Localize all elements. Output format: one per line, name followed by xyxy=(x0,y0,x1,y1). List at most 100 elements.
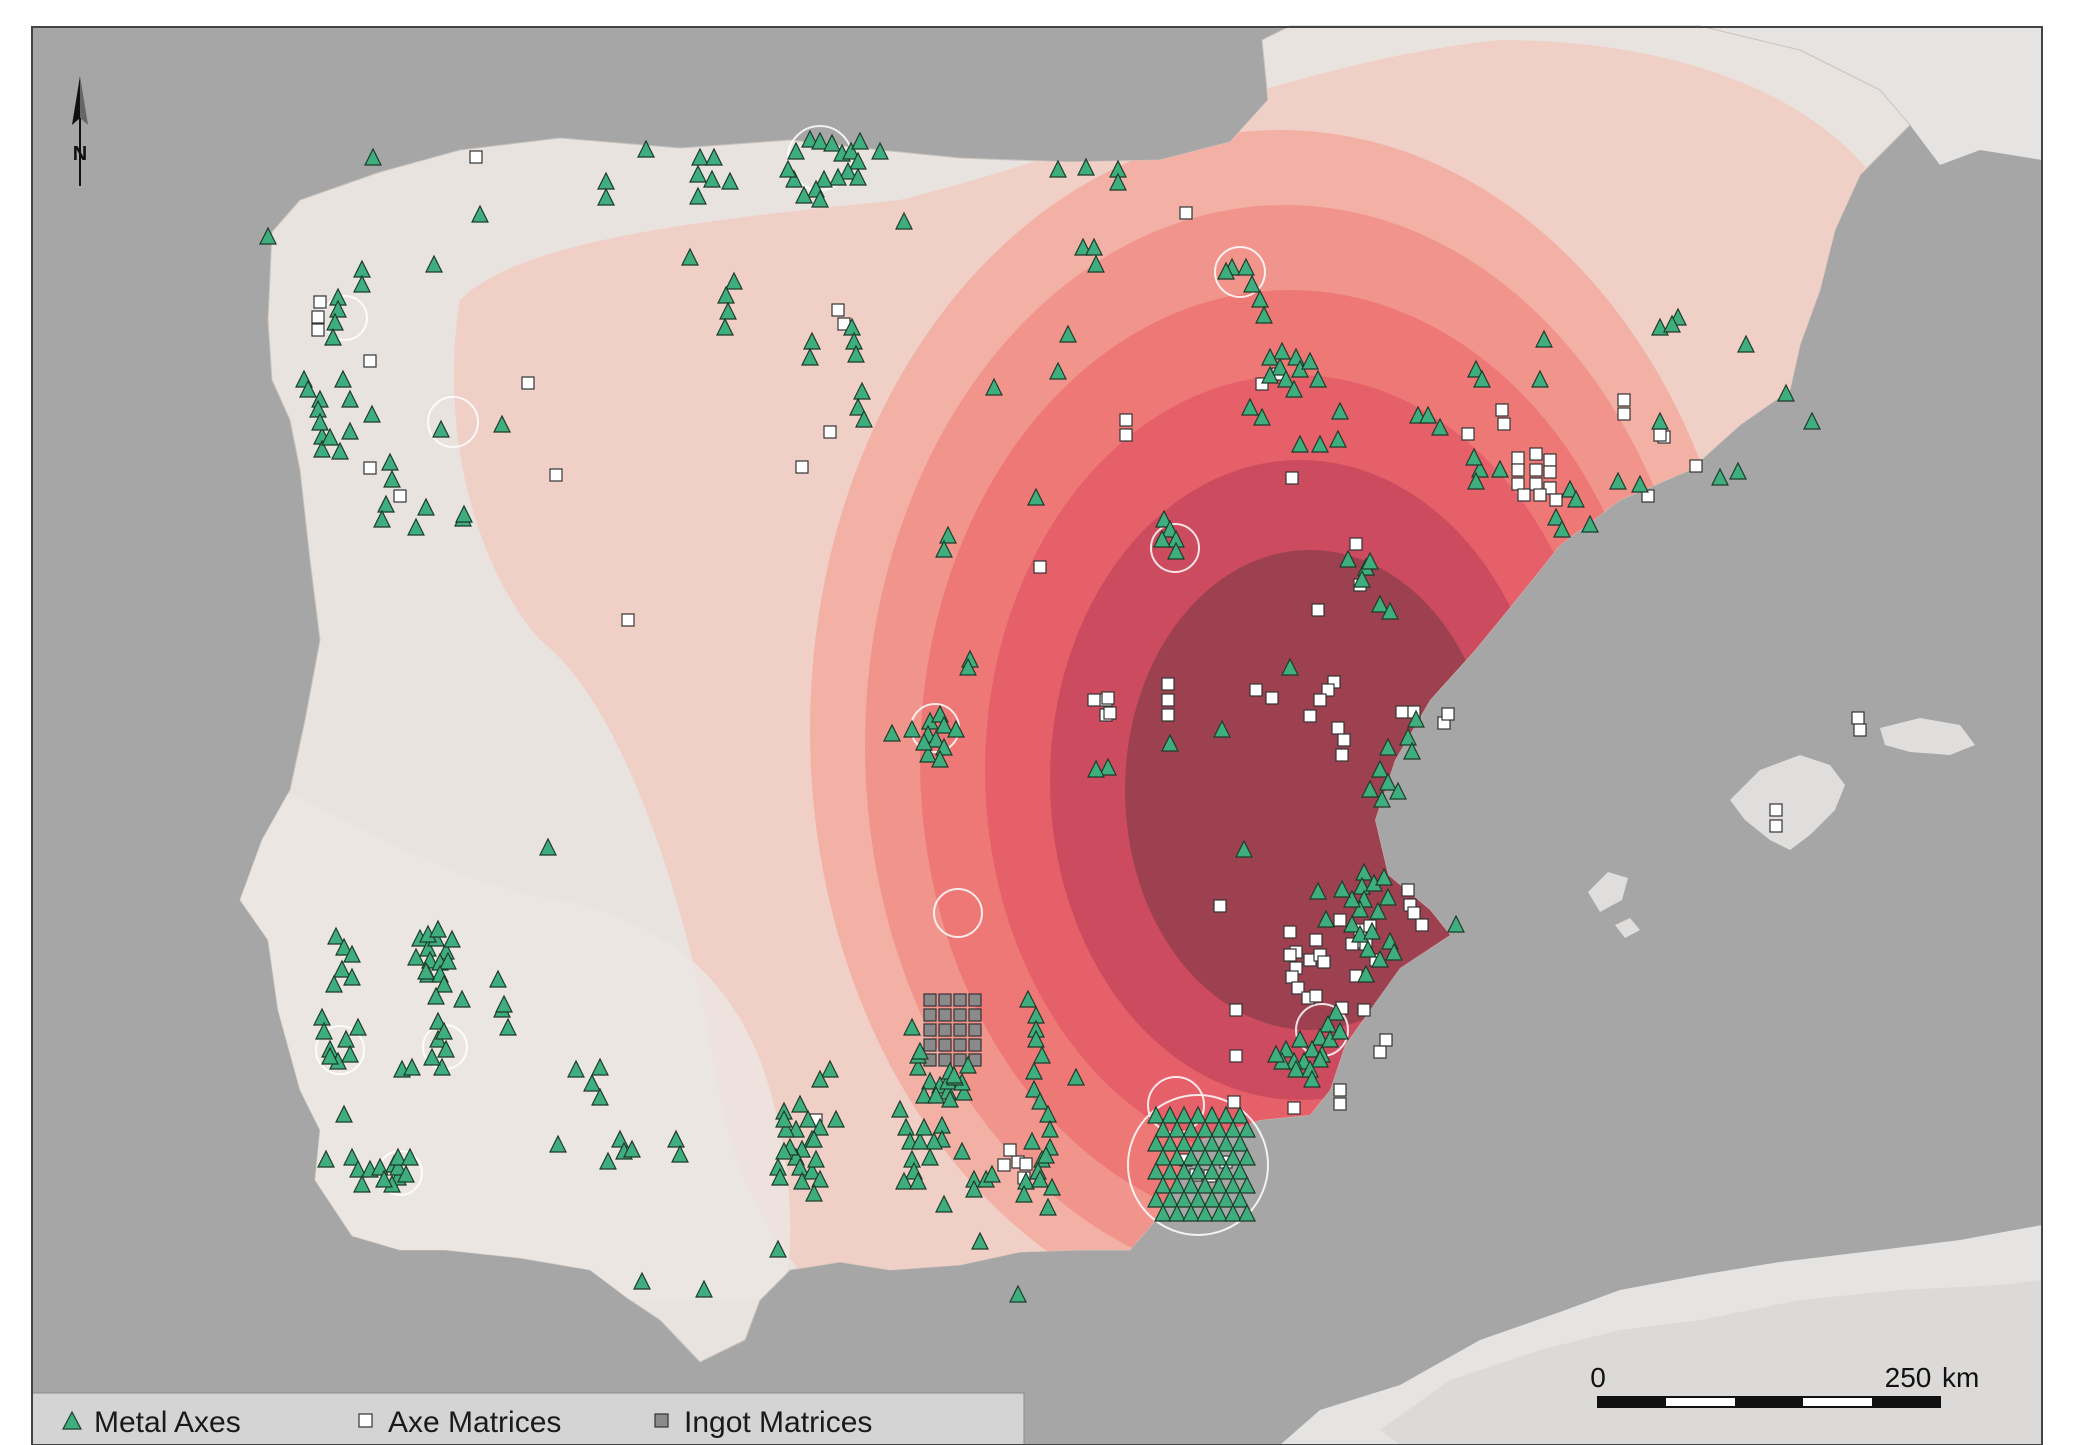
metal-axe-marker xyxy=(815,169,833,188)
metal-axe-marker xyxy=(689,186,707,205)
metal-axe-marker xyxy=(1343,889,1361,908)
axe-matrix-marker xyxy=(469,150,483,164)
metal-axe-marker xyxy=(811,1069,829,1088)
metal-axe-marker xyxy=(499,1017,517,1036)
metal-axe-marker xyxy=(389,1147,407,1166)
metal-axe-marker xyxy=(695,1279,713,1298)
metal-axe-marker xyxy=(337,1029,355,1048)
metal-axe-marker xyxy=(1023,1131,1041,1150)
axe-matrix-marker xyxy=(1003,1143,1017,1157)
metal-axe-marker xyxy=(321,427,339,446)
metal-axe-marker xyxy=(315,1021,333,1040)
metal-axe-marker xyxy=(1399,727,1417,746)
ingot-matrix-marker xyxy=(953,993,967,1007)
metal-axe-marker xyxy=(1175,1161,1193,1180)
metal-axe-marker xyxy=(1189,1161,1207,1180)
metal-axe-marker xyxy=(1182,1147,1200,1166)
map-frame xyxy=(31,26,2043,1445)
metal-axe-marker xyxy=(637,139,655,158)
legend: Metal Axes Axe Matrices Ingot Matrices xyxy=(31,1392,1025,1445)
metal-axe-marker xyxy=(1161,1105,1179,1124)
axe-matrix-marker xyxy=(1529,447,1543,461)
metal-axe-marker xyxy=(1491,459,1509,478)
metal-axe-marker xyxy=(915,1085,933,1104)
metal-axe-marker xyxy=(935,1194,953,1213)
metal-axe-marker xyxy=(453,989,471,1008)
formentera-island xyxy=(1615,918,1640,938)
metal-axe-marker xyxy=(775,1141,793,1160)
metal-axe-marker xyxy=(1210,1175,1228,1194)
metal-axe-marker xyxy=(435,974,453,993)
metal-axe-marker xyxy=(341,1044,359,1063)
axe-matrix-marker xyxy=(1317,955,1331,969)
axe-matrix-marker xyxy=(1285,970,1299,984)
metal-axe-marker xyxy=(785,169,803,188)
axe-matrix-marker xyxy=(1311,603,1325,617)
metal-axe-marker xyxy=(1067,1067,1085,1086)
metal-axe-marker xyxy=(633,1271,651,1290)
metal-axe-marker xyxy=(417,961,435,980)
metal-axe-marker xyxy=(567,1059,585,1078)
axe-matrices-legend-symbol xyxy=(358,1413,373,1428)
metal-axe-marker xyxy=(1025,1079,1043,1098)
axe-matrix-marker xyxy=(1769,803,1783,817)
metal-axe-marker xyxy=(1161,1189,1179,1208)
metal-axe-marker xyxy=(1357,964,1375,983)
metal-axe-marker xyxy=(343,944,361,963)
ingot-matrix-marker xyxy=(953,1038,967,1052)
metal-axe-marker xyxy=(1203,1105,1221,1124)
metal-axe-marker xyxy=(437,1039,455,1058)
metal-axe-marker xyxy=(1238,1147,1256,1166)
axe-matrix-marker xyxy=(1283,948,1297,962)
metal-axe-marker xyxy=(1331,401,1349,420)
metal-axe-marker xyxy=(1231,1161,1249,1180)
axe-matrix-marker xyxy=(1511,477,1525,491)
metal-axe-marker xyxy=(349,1017,367,1036)
metal-axe-marker xyxy=(1085,237,1103,256)
metal-axe-marker xyxy=(805,1129,823,1148)
metal-axe-marker xyxy=(493,414,511,433)
metal-axe-marker xyxy=(897,1117,915,1136)
axe-matrix-marker xyxy=(1265,691,1279,705)
metal-axe-marker xyxy=(1168,1203,1186,1222)
axe-matrix-marker xyxy=(1161,693,1175,707)
north-arrow-icon xyxy=(72,76,80,125)
metal-axe-marker xyxy=(1371,949,1389,968)
metal-axe-marker xyxy=(821,1059,839,1078)
axe-matrix-marker xyxy=(1321,683,1335,697)
scale-segment-5 xyxy=(1872,1397,1940,1407)
metal-axe-marker xyxy=(959,1055,977,1074)
axe-matrix-marker xyxy=(1533,488,1547,502)
metal-axe-marker xyxy=(935,715,953,734)
metal-axe-marker xyxy=(1031,1091,1049,1110)
metal-axe-marker xyxy=(427,986,445,1005)
axe-matrix-marker xyxy=(1543,453,1557,467)
metal-axe-marker xyxy=(397,1164,415,1183)
metal-axe-marker xyxy=(791,1094,809,1113)
metal-axe-marker xyxy=(1567,489,1585,508)
metal-axe-marker xyxy=(623,1139,641,1158)
metal-axe-marker xyxy=(1737,334,1755,353)
metal-axe-marker xyxy=(1287,1059,1305,1078)
axe-matrix-marker xyxy=(1497,417,1511,431)
metal-axe-marker xyxy=(1189,1133,1207,1152)
metal-axe-marker xyxy=(325,974,343,993)
metal-axe-marker xyxy=(331,441,349,460)
metal-axe-marker xyxy=(779,159,797,178)
metal-axe-marker xyxy=(1729,461,1747,480)
axe-matrix-marker xyxy=(1853,723,1867,737)
metal-axe-marker xyxy=(1609,471,1627,490)
metal-axe-marker xyxy=(719,301,737,320)
axe-matrix-marker xyxy=(549,468,563,482)
metal-axe-marker xyxy=(1196,1203,1214,1222)
metal-axe-marker xyxy=(1015,1184,1033,1203)
metal-axe-marker xyxy=(403,1057,421,1076)
metal-axe-marker xyxy=(333,959,351,978)
metal-axe-marker xyxy=(591,1087,609,1106)
metal-axe-marker xyxy=(341,389,359,408)
ibiza-island xyxy=(1588,872,1628,912)
metal-axe-marker xyxy=(1327,1002,1345,1021)
metal-axe-marker xyxy=(803,331,821,350)
ingot-matrix-marker xyxy=(923,1038,937,1052)
axe-matrix-marker xyxy=(1549,493,1563,507)
